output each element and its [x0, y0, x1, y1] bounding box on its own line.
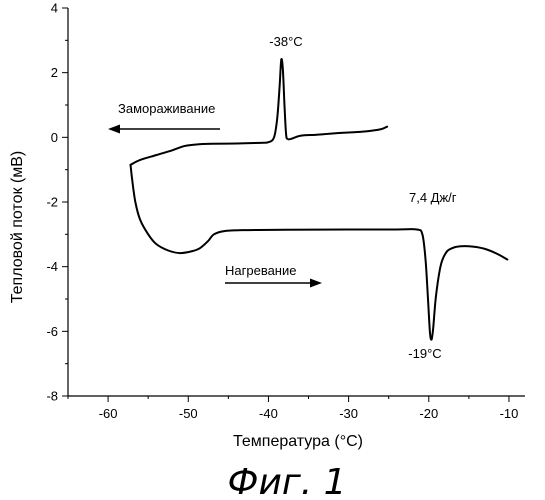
- enthalpy-label: 7,4 Дж/г: [409, 190, 457, 205]
- y-tick-label: -6: [46, 324, 58, 339]
- y-tick-label: 4: [51, 1, 58, 16]
- heating-arrow: [225, 279, 322, 288]
- x-tick-label: -50: [179, 406, 198, 421]
- figure-caption: Фиг. 1: [227, 462, 346, 500]
- y-tick-label: 0: [51, 130, 58, 145]
- peak-heating-label: -19°C: [408, 346, 441, 361]
- x-axis-title: Температура (°C): [233, 433, 363, 450]
- x-tick-label: -10: [500, 406, 519, 421]
- x-tick-label: -60: [99, 406, 118, 421]
- y-tick-label: -4: [46, 259, 58, 274]
- y-axis-title: Тепловой поток (мВ): [9, 151, 26, 303]
- y-tick-label: 2: [51, 65, 58, 80]
- peak-freezing-label: -38°C: [269, 34, 302, 49]
- x-tick-label: -20: [419, 406, 438, 421]
- x-tick-label: -30: [339, 406, 358, 421]
- heating-label: Нагревание: [225, 263, 296, 278]
- freezing-label: Замораживание: [118, 101, 215, 116]
- y-tick-label: -2: [46, 195, 58, 210]
- freezing-arrow: [108, 125, 220, 134]
- x-tick-label: -40: [259, 406, 278, 421]
- y-tick-label: -8: [46, 389, 58, 404]
